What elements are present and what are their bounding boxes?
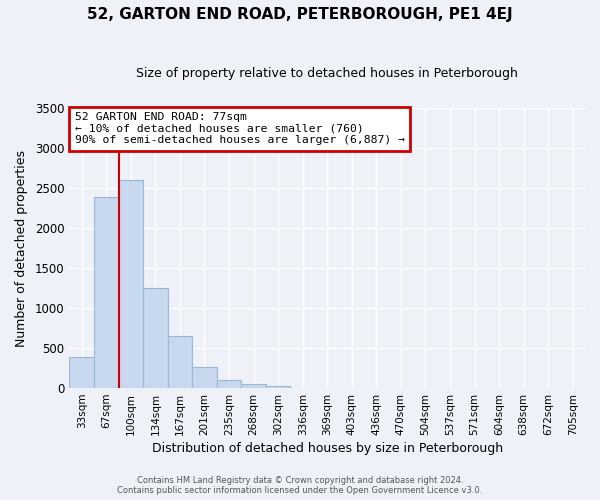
Bar [217, 380, 241, 388]
Bar [70, 357, 94, 388]
Text: 52, GARTON END ROAD, PETERBOROUGH, PE1 4EJ: 52, GARTON END ROAD, PETERBOROUGH, PE1 4… [87, 8, 513, 22]
Bar [241, 384, 266, 388]
Text: Contains HM Land Registry data © Crown copyright and database right 2024.
Contai: Contains HM Land Registry data © Crown c… [118, 476, 482, 495]
Bar [266, 386, 290, 388]
Bar [94, 197, 119, 388]
X-axis label: Distribution of detached houses by size in Peterborough: Distribution of detached houses by size … [152, 442, 503, 455]
Bar [192, 368, 217, 388]
Text: 52 GARTON END ROAD: 77sqm
← 10% of detached houses are smaller (760)
90% of semi: 52 GARTON END ROAD: 77sqm ← 10% of detac… [74, 112, 404, 146]
Title: Size of property relative to detached houses in Peterborough: Size of property relative to detached ho… [136, 68, 518, 80]
Bar [119, 180, 143, 388]
Bar [143, 288, 167, 388]
Bar [167, 336, 192, 388]
Y-axis label: Number of detached properties: Number of detached properties [15, 150, 28, 346]
